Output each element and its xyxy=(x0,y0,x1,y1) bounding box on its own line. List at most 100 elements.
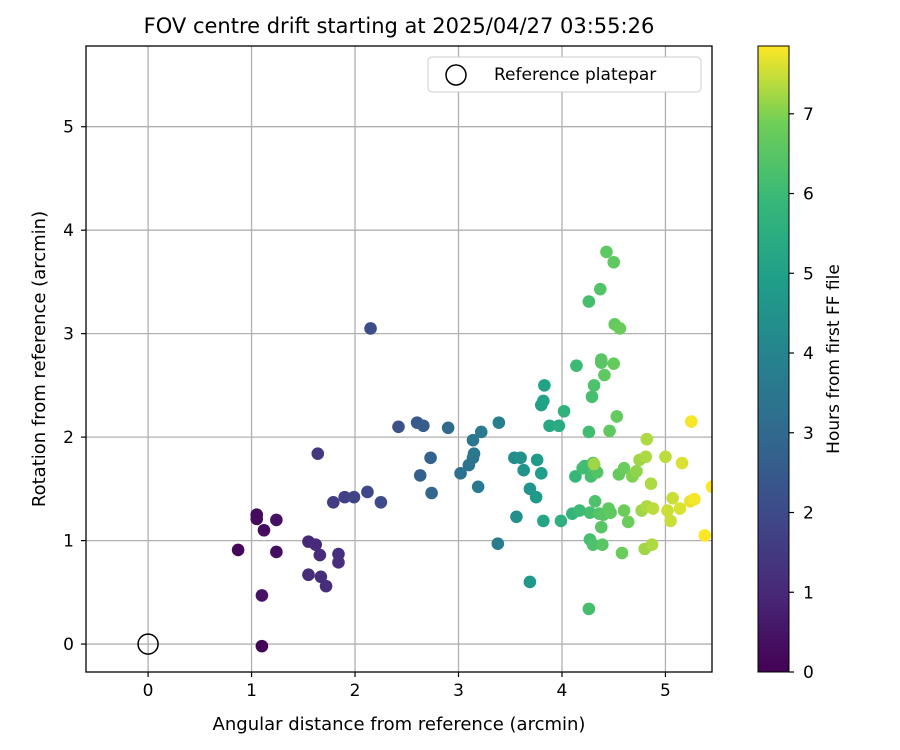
data-point xyxy=(585,390,599,404)
data-point xyxy=(613,322,627,335)
data-point xyxy=(646,502,660,515)
data-point xyxy=(270,513,283,527)
x-axis-ticks: 0 1 2 3 4 5 xyxy=(143,672,671,701)
data-point xyxy=(600,245,613,259)
data-point xyxy=(270,545,283,559)
y-tick-label: 2 xyxy=(63,428,74,448)
data-point xyxy=(673,502,687,515)
data-point xyxy=(607,255,621,269)
colorbar-tick-label: 0 xyxy=(803,663,814,683)
data-point xyxy=(302,568,315,582)
data-point xyxy=(510,510,523,524)
data-point xyxy=(413,469,427,482)
data-point xyxy=(582,295,596,308)
data-point xyxy=(659,450,672,464)
data-point xyxy=(319,579,333,593)
data-point xyxy=(534,467,548,480)
colorbar-tick-label: 3 xyxy=(803,424,814,444)
data-point xyxy=(311,447,325,460)
y-tick-label: 1 xyxy=(63,532,74,552)
data-point xyxy=(529,490,543,504)
data-points xyxy=(231,245,712,653)
data-point xyxy=(538,379,551,392)
x-tick-label: 0 xyxy=(143,681,154,701)
data-point xyxy=(593,282,607,296)
data-point xyxy=(586,538,600,552)
data-point xyxy=(596,538,609,552)
data-point xyxy=(594,520,608,534)
data-point xyxy=(573,504,586,517)
data-point xyxy=(374,496,388,509)
y-axis-label: Rotation from reference (arcmin) xyxy=(29,211,50,507)
data-point xyxy=(454,467,467,480)
data-point xyxy=(425,486,438,500)
x-tick-label: 2 xyxy=(350,681,361,701)
data-point xyxy=(554,514,568,528)
data-point xyxy=(466,433,480,447)
colorbar-tick-label: 1 xyxy=(803,583,814,603)
colorbar-tick-label: 5 xyxy=(803,264,814,284)
data-point xyxy=(582,425,596,439)
data-point xyxy=(552,419,566,433)
data-point xyxy=(314,570,328,584)
data-point xyxy=(666,491,679,505)
data-point xyxy=(467,447,481,460)
legend: Reference platepar xyxy=(427,56,702,93)
data-point xyxy=(523,575,537,589)
data-point xyxy=(621,515,635,529)
data-point xyxy=(309,538,323,552)
data-point xyxy=(630,464,643,478)
data-point xyxy=(644,477,658,490)
data-point xyxy=(250,512,264,526)
y-axis-ticks: 0 1 2 3 4 5 xyxy=(63,118,86,655)
data-point xyxy=(543,419,556,433)
data-point xyxy=(537,514,550,528)
legend-label: Reference platepar xyxy=(494,65,656,85)
data-point xyxy=(661,504,674,517)
colorbar-frame xyxy=(757,45,790,673)
data-point xyxy=(441,421,455,435)
data-point xyxy=(603,424,616,438)
colorbar-tick-label: 7 xyxy=(803,105,814,125)
data-point xyxy=(570,359,583,373)
x-tick-label: 1 xyxy=(246,681,257,701)
data-point xyxy=(530,453,544,467)
data-point xyxy=(705,480,712,494)
data-point xyxy=(313,548,327,562)
data-point xyxy=(474,425,488,439)
data-point xyxy=(617,504,631,517)
data-point xyxy=(326,496,340,509)
data-point xyxy=(664,514,677,528)
data-point xyxy=(685,415,698,428)
data-point xyxy=(361,485,374,499)
data-point xyxy=(491,537,505,550)
data-point xyxy=(698,529,712,542)
data-point xyxy=(640,432,654,446)
data-point xyxy=(639,450,653,464)
y-tick-label: 3 xyxy=(63,325,74,345)
data-point xyxy=(231,543,245,557)
data-point xyxy=(257,523,271,537)
data-point xyxy=(471,480,485,494)
data-point xyxy=(675,456,689,470)
y-tick-label: 5 xyxy=(63,118,74,138)
data-point xyxy=(587,379,601,392)
data-point xyxy=(604,506,617,519)
plot-frame xyxy=(85,45,713,673)
data-point xyxy=(364,322,377,335)
colorbar-ticks: 0 1 2 3 4 5 6 7 xyxy=(789,105,814,683)
data-point xyxy=(514,451,527,465)
colorbar-tick-label: 2 xyxy=(803,504,814,524)
data-point xyxy=(688,492,701,506)
reference-marker xyxy=(137,633,159,655)
data-point xyxy=(569,470,582,483)
data-point xyxy=(588,494,602,508)
data-point xyxy=(332,547,345,561)
data-point xyxy=(492,416,506,429)
data-point xyxy=(598,368,611,382)
data-point xyxy=(517,463,530,477)
x-axis-label: Angular distance from reference (arcmin) xyxy=(213,714,586,735)
colorbar-tick-label: 4 xyxy=(803,344,814,364)
data-point xyxy=(255,639,269,653)
